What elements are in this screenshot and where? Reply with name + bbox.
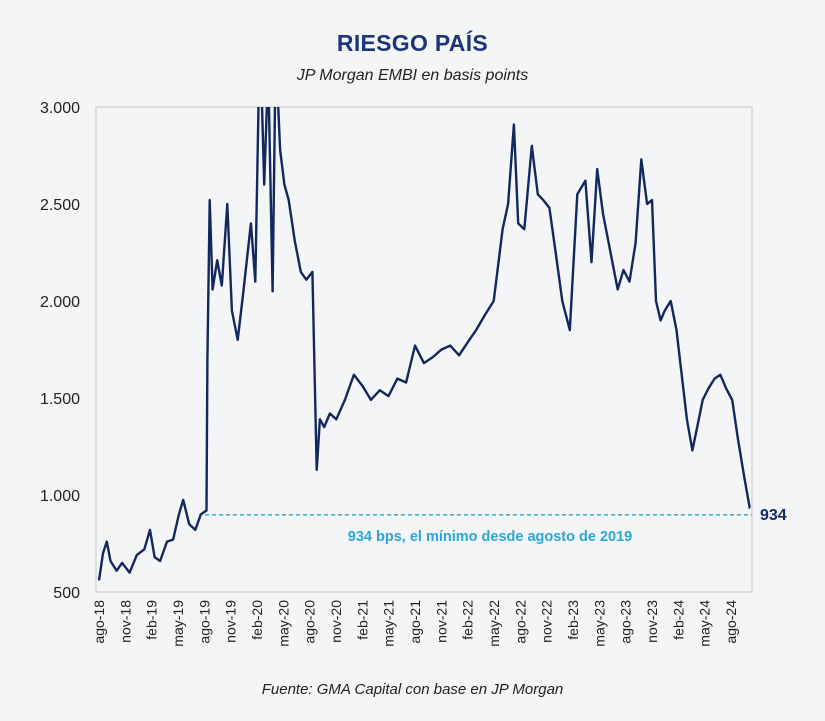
y-tick-label: 2.500 — [40, 197, 80, 214]
plot-area — [95, 106, 753, 593]
x-tick-label: ago-19 — [196, 600, 212, 644]
x-tick-label: may-24 — [697, 600, 713, 647]
chart-source: Fuente: GMA Capital con base en JP Morga… — [261, 681, 564, 698]
x-tick-label: ago-24 — [723, 600, 739, 644]
x-tick-label: nov-21 — [433, 600, 449, 643]
x-tick-label: nov-23 — [644, 600, 660, 643]
y-tick-label: 1.000 — [40, 488, 80, 505]
x-tick-label: may-20 — [275, 600, 291, 647]
x-tick-label: feb-20 — [249, 600, 265, 640]
x-tick-label: may-23 — [591, 600, 607, 647]
x-tick-label: ago-18 — [91, 600, 107, 644]
x-tick-label: ago-23 — [618, 600, 634, 644]
x-tick-label: feb-24 — [670, 600, 686, 640]
x-tick-label: ago-22 — [512, 600, 528, 644]
x-tick-label: feb-22 — [460, 600, 476, 640]
x-tick-label: may-22 — [486, 600, 502, 647]
y-tick-label: 2.000 — [40, 294, 80, 311]
x-tick-label: nov-18 — [117, 600, 133, 643]
y-tick-label: 1.500 — [40, 391, 80, 408]
x-tick-label: may-19 — [170, 600, 186, 647]
last-value-label: 934 — [760, 507, 787, 524]
x-tick-label: ago-21 — [407, 600, 423, 644]
chart-subtitle: JP Morgan EMBI en basis points — [296, 67, 529, 84]
series-line-embi — [97, 107, 751, 581]
x-tick-label: nov-19 — [223, 600, 239, 643]
chart-title: RIESGO PAÍS — [336, 30, 489, 56]
x-tick-label: nov-22 — [539, 600, 555, 643]
minimum-annotation: 934 bps, el mínimo desde agosto de 2019 — [348, 529, 632, 545]
x-tick-label: nov-20 — [328, 600, 344, 643]
x-tick-label: may-21 — [381, 600, 397, 647]
x-tick-label: feb-23 — [565, 600, 581, 640]
x-tick-label: ago-20 — [302, 600, 318, 644]
x-tick-label: feb-21 — [354, 600, 370, 640]
x-tick-label: feb-19 — [144, 600, 160, 640]
y-tick-label: 3.000 — [40, 100, 80, 117]
y-tick-label: 500 — [53, 585, 80, 602]
